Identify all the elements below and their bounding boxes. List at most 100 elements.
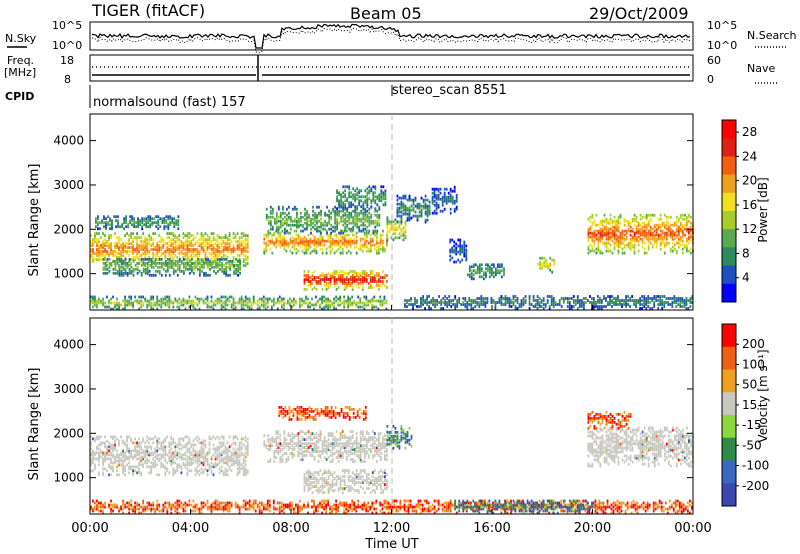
heatmap-cell	[240, 437, 243, 441]
heatmap-cell	[144, 264, 147, 267]
heatmap-cell	[108, 465, 110, 469]
heatmap-cell	[97, 227, 99, 231]
heatmap-cell	[688, 213, 690, 217]
heatmap-cell	[184, 307, 187, 311]
heatmap-cell	[528, 297, 531, 300]
heatmap-cell	[375, 282, 378, 285]
heatmap-cell	[470, 307, 473, 310]
heatmap-cell	[174, 262, 177, 265]
heatmap-cell	[154, 232, 157, 235]
heatmap-cell	[286, 221, 288, 225]
heatmap-cell	[272, 303, 275, 307]
heatmap-cell	[384, 203, 387, 207]
heatmap-cell	[396, 208, 399, 212]
heatmap-cell	[220, 435, 223, 439]
heatmap-cell	[128, 301, 130, 305]
heatmap-cell	[369, 284, 372, 287]
heatmap-cell	[265, 215, 268, 219]
heatmap-cell	[418, 305, 420, 308]
heatmap-cell	[90, 463, 92, 467]
heatmap-cell	[558, 299, 561, 302]
heatmap-cell	[335, 280, 338, 283]
heatmap-cell	[468, 303, 471, 306]
heatmap-cell	[360, 211, 363, 215]
heatmap-cell	[341, 280, 344, 283]
heatmap-cell	[534, 303, 537, 306]
heatmap-cell	[128, 303, 130, 307]
heatmap-cell	[663, 241, 666, 245]
heatmap-cell	[426, 210, 429, 214]
heatmap-cell	[100, 441, 102, 445]
heatmap-cell	[185, 261, 187, 265]
heatmap-cell	[199, 265, 201, 269]
heatmap-cell	[139, 219, 141, 223]
heatmap-cell	[362, 229, 365, 233]
heatmap-cell	[354, 213, 357, 217]
heatmap-cell	[601, 251, 604, 255]
heatmap-cell	[330, 211, 332, 215]
heatmap-cell	[278, 299, 281, 303]
heatmap-cell	[111, 219, 113, 223]
heatmap-cell	[244, 297, 247, 301]
heatmap-cell	[216, 248, 219, 251]
heatmap-cell	[120, 256, 122, 259]
heatmap-cell	[240, 305, 243, 309]
heatmap-cell	[132, 240, 134, 243]
heatmap-cell	[327, 278, 330, 281]
heatmap-cell	[129, 219, 131, 223]
heatmap-cell	[679, 299, 682, 302]
heatmap-cell	[589, 295, 591, 298]
heatmap-cell	[232, 232, 235, 235]
heatmap-cell	[607, 239, 610, 243]
heatmap-cell	[242, 232, 245, 235]
heatmap-cell	[404, 224, 407, 228]
heatmap-cell	[307, 247, 310, 251]
heatmap-cell	[597, 229, 600, 233]
heatmap-cell	[686, 227, 688, 231]
heatmap-cell	[202, 260, 205, 263]
heatmap-cell	[299, 301, 301, 305]
heatmap-cell	[328, 217, 330, 221]
heatmap-cell	[342, 195, 345, 199]
heatmap-cell	[173, 221, 176, 225]
heatmap-cell	[178, 248, 181, 251]
heatmap-cell	[464, 303, 467, 306]
heatmap-cell	[609, 303, 611, 306]
heatmap-cell	[186, 260, 189, 263]
heatmap-cell	[154, 273, 157, 277]
heatmap-cell	[172, 451, 175, 455]
heatmap-cell	[366, 225, 369, 229]
heatmap-cell	[124, 234, 126, 237]
heatmap-cell	[90, 461, 92, 465]
heatmap-cell	[599, 237, 602, 241]
heatmap-cell	[196, 451, 199, 455]
heatmap-cell	[222, 451, 225, 455]
heatmap-cell	[520, 301, 523, 304]
heatmap-cell	[148, 301, 151, 305]
heatmap-cell	[321, 288, 324, 291]
heatmap-cell	[355, 245, 358, 249]
heatmap-cell	[641, 303, 643, 306]
heatmap-cell	[150, 437, 153, 441]
freq-tick-bottom: 8	[64, 73, 71, 86]
heatmap-cell	[230, 455, 233, 459]
heatmap-cell	[96, 447, 98, 451]
heatmap-cell	[265, 249, 268, 253]
heatmap-cell	[275, 219, 278, 223]
heatmap-cell	[152, 463, 155, 467]
heatmap-cell	[362, 215, 365, 219]
heatmap-cell	[599, 239, 602, 243]
heatmap-cell	[133, 223, 135, 227]
heatmap-cell	[358, 213, 361, 217]
heatmap-cell	[398, 224, 401, 228]
heatmap-cell	[124, 269, 127, 273]
heatmap-cell	[420, 196, 423, 200]
heatmap-cell	[663, 231, 666, 235]
heatmap-cell	[150, 297, 153, 301]
heatmap-cell	[374, 207, 377, 211]
heatmap-cell	[331, 303, 333, 307]
heatmap-cell	[265, 235, 268, 239]
heatmap-cell	[162, 267, 165, 271]
heatmap-cell	[361, 243, 364, 247]
heatmap-cell	[240, 301, 243, 305]
